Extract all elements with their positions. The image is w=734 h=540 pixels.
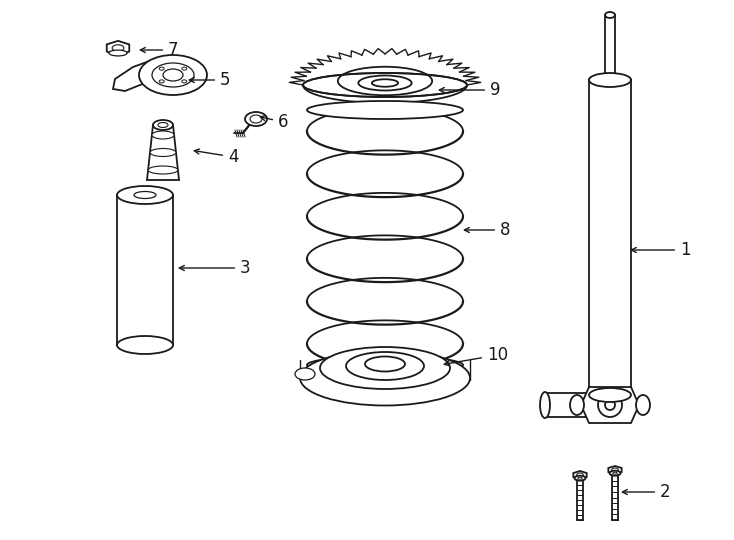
Ellipse shape: [577, 473, 584, 477]
Ellipse shape: [152, 63, 194, 87]
Polygon shape: [573, 471, 586, 479]
Text: 3: 3: [179, 259, 250, 277]
Ellipse shape: [605, 400, 615, 410]
Polygon shape: [113, 57, 173, 93]
Ellipse shape: [598, 393, 622, 417]
Ellipse shape: [338, 67, 432, 95]
Ellipse shape: [295, 368, 315, 380]
Ellipse shape: [182, 80, 187, 83]
Ellipse shape: [320, 347, 450, 389]
Ellipse shape: [152, 131, 174, 139]
Ellipse shape: [250, 115, 262, 123]
Ellipse shape: [159, 80, 164, 83]
Ellipse shape: [139, 55, 207, 95]
Ellipse shape: [540, 392, 550, 418]
Ellipse shape: [159, 67, 164, 70]
Ellipse shape: [346, 352, 424, 380]
Ellipse shape: [578, 477, 582, 479]
Ellipse shape: [307, 356, 463, 374]
Ellipse shape: [112, 45, 124, 51]
Ellipse shape: [158, 123, 168, 127]
Ellipse shape: [589, 74, 631, 86]
Text: 5: 5: [189, 71, 230, 89]
Ellipse shape: [589, 388, 631, 402]
Text: 4: 4: [195, 148, 239, 166]
Ellipse shape: [307, 101, 463, 119]
Ellipse shape: [609, 471, 620, 476]
Polygon shape: [106, 41, 129, 55]
Text: 6: 6: [261, 113, 288, 131]
Text: 2: 2: [622, 483, 671, 501]
Text: 8: 8: [465, 221, 511, 239]
Ellipse shape: [575, 476, 586, 481]
Ellipse shape: [109, 50, 127, 56]
Text: 9: 9: [440, 81, 501, 99]
Ellipse shape: [570, 395, 584, 415]
Ellipse shape: [300, 350, 470, 406]
Text: 10: 10: [444, 346, 508, 366]
Ellipse shape: [153, 120, 173, 130]
Ellipse shape: [182, 67, 187, 70]
Text: 7: 7: [140, 41, 178, 59]
Ellipse shape: [163, 69, 183, 81]
Ellipse shape: [365, 356, 405, 372]
Ellipse shape: [605, 12, 615, 18]
Ellipse shape: [134, 192, 156, 199]
Ellipse shape: [117, 186, 173, 204]
Ellipse shape: [358, 76, 412, 91]
Ellipse shape: [117, 336, 173, 354]
Ellipse shape: [372, 79, 398, 87]
Ellipse shape: [636, 395, 650, 415]
Bar: [589, 80, 631, 395]
Bar: [117, 195, 173, 345]
Text: 1: 1: [631, 241, 691, 259]
Ellipse shape: [148, 166, 178, 174]
Ellipse shape: [613, 472, 617, 474]
Polygon shape: [147, 125, 179, 180]
Ellipse shape: [589, 73, 631, 87]
Ellipse shape: [150, 148, 176, 157]
Ellipse shape: [245, 112, 267, 126]
Polygon shape: [608, 466, 622, 474]
Polygon shape: [581, 387, 639, 423]
Ellipse shape: [611, 468, 618, 472]
